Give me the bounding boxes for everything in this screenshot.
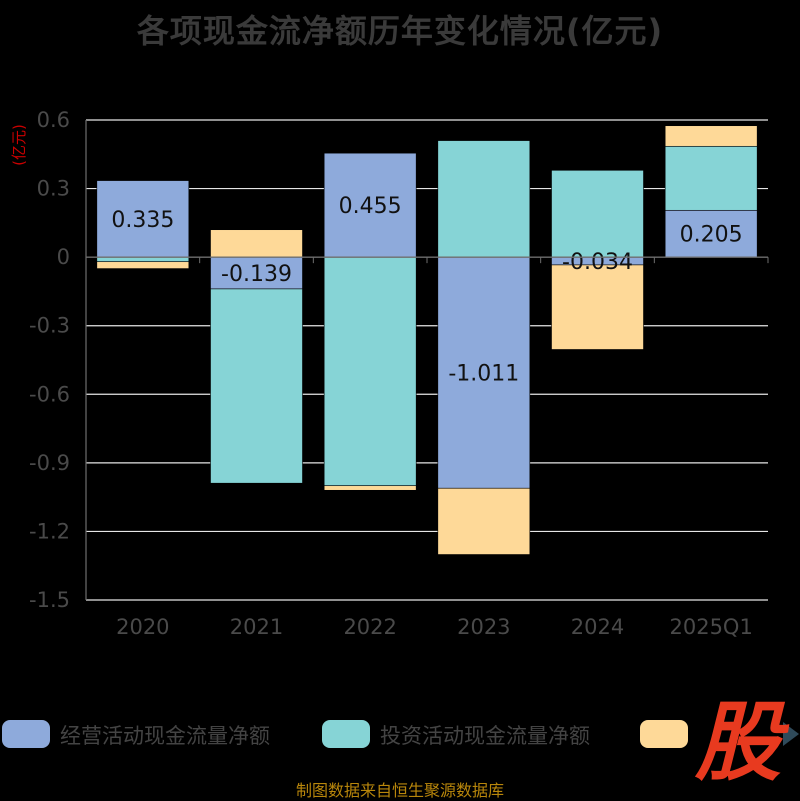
bar-value-label: 0.205 — [680, 223, 743, 248]
bar-segment — [437, 140, 531, 258]
bar-value-label: -0.034 — [562, 250, 633, 275]
bar-value-label: -0.139 — [221, 262, 292, 287]
bar-segment — [323, 152, 417, 258]
bar-segment — [551, 169, 644, 258]
bar-segment — [664, 145, 758, 211]
y-tick-label: 0.6 — [37, 108, 70, 132]
bar-value-label: 0.335 — [111, 208, 174, 233]
y-tick-label: -0.6 — [29, 382, 70, 406]
source-caption: 制图数据来自恒生聚源数据库 — [295, 781, 504, 800]
legend[interactable]: 经营活动现金流量净额 投资活动现金流量净额 — [2, 720, 799, 748]
x-tick-label: 2022 — [343, 615, 396, 639]
data-labels: 0.335 -0.139 0.455 -1.011 -0.034 0.205 — [86, 194, 768, 387]
legend-item[interactable]: 投资活动现金流量净额 — [322, 720, 590, 748]
watermark-logo: 股 — [694, 693, 790, 793]
legend-swatch — [640, 720, 688, 748]
legend-item[interactable] — [640, 720, 688, 748]
bar-segment — [323, 256, 417, 487]
bar-segment — [323, 485, 417, 491]
bar-value-label: -1.011 — [448, 362, 519, 387]
bar-segment — [210, 288, 303, 484]
bar-segment — [96, 261, 190, 269]
chart-title: 各项现金流净额历年变化情况(亿元) — [136, 12, 664, 50]
legend-label: 经营活动现金流量净额 — [60, 724, 270, 748]
y-tick-label: -0.9 — [29, 451, 70, 475]
legend-swatch — [2, 720, 50, 748]
legend-next-arrow-icon[interactable] — [783, 722, 799, 746]
bar-value-label: 0.455 — [339, 194, 402, 219]
bar-segment — [437, 487, 531, 555]
bar-segment — [551, 264, 644, 350]
bar-segment — [664, 125, 758, 147]
legend-label: 投资活动现金流量净额 — [380, 724, 590, 748]
y-tick-label: -0.3 — [29, 314, 70, 338]
bar-segment — [664, 209, 758, 258]
axes: 0.6 0.3 0 -0.3 -0.6 -0.9 -1.2 -1.5 (亿元) 2020 2021 2… — [10, 108, 769, 639]
legend-swatch — [322, 720, 370, 748]
bars — [96, 125, 758, 555]
y-tick-label: 0 — [57, 245, 70, 269]
bar-segment — [437, 256, 531, 489]
x-tick-label: 2020 — [116, 615, 169, 639]
grid-lines — [86, 119, 768, 601]
y-tick-label: -1.2 — [29, 519, 70, 543]
y-tick-label: -1.5 — [29, 588, 70, 612]
x-tick-label: 2023 — [457, 615, 510, 639]
bar-segment — [210, 229, 303, 258]
x-tick-label: 2021 — [230, 615, 283, 639]
y-axis-unit-label: (亿元) — [10, 124, 28, 166]
x-tick-label: 2025Q1 — [669, 615, 752, 639]
x-tick-label: 2024 — [571, 615, 624, 639]
y-tick-label: 0.3 — [37, 177, 70, 201]
legend-item[interactable]: 经营活动现金流量净额 — [2, 720, 270, 748]
bar-segment — [96, 180, 190, 258]
watermark-logo-icon: 股 — [694, 693, 790, 793]
